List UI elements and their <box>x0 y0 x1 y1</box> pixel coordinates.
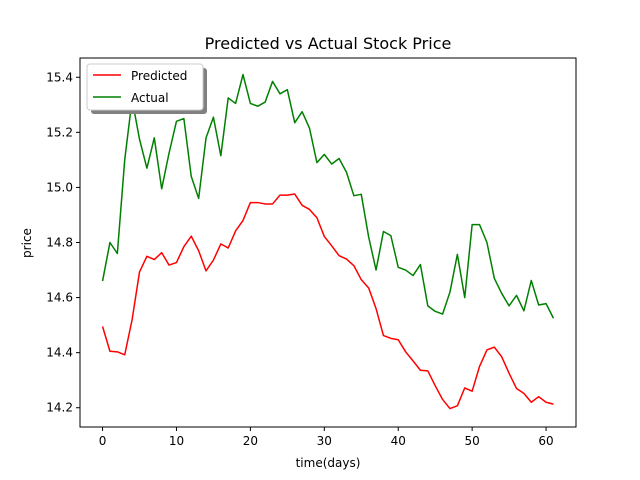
y-tick-label: 15.2 <box>46 125 73 139</box>
x-axis-ticks: 0 10 20 30 40 50 60 <box>99 427 554 448</box>
plot-area-frame <box>79 57 577 428</box>
x-tick-label: 20 <box>243 434 258 448</box>
y-tick-label: 15.4 <box>46 70 73 84</box>
y-tick-label: 14.4 <box>46 346 73 360</box>
y-tick-label: 14.2 <box>46 401 73 415</box>
x-tick-label: 60 <box>538 434 553 448</box>
legend: Predicted Actual <box>86 63 207 114</box>
series-lines <box>101 73 555 410</box>
y-axis-label: price <box>20 228 34 258</box>
chart-title: Predicted vs Actual Stock Price <box>205 34 452 53</box>
x-tick-label: 0 <box>99 434 107 448</box>
y-tick-label: 15.0 <box>46 180 73 194</box>
x-tick-label: 50 <box>465 434 480 448</box>
x-tick-label: 40 <box>391 434 406 448</box>
y-tick-label: 14.8 <box>46 236 73 250</box>
y-tick-label: 14.6 <box>46 291 73 305</box>
series-line-predicted <box>101 193 554 410</box>
y-axis-ticks: 14.2 14.4 14.6 14.8 15.0 15.2 15.4 <box>46 70 80 415</box>
x-axis-label: time(days) <box>296 456 361 470</box>
series-line-actual <box>101 73 555 319</box>
x-tick-label: 10 <box>169 434 184 448</box>
x-tick-label: 30 <box>317 434 332 448</box>
legend-label-predicted: Predicted <box>131 69 187 83</box>
legend-label-actual: Actual <box>131 91 169 105</box>
